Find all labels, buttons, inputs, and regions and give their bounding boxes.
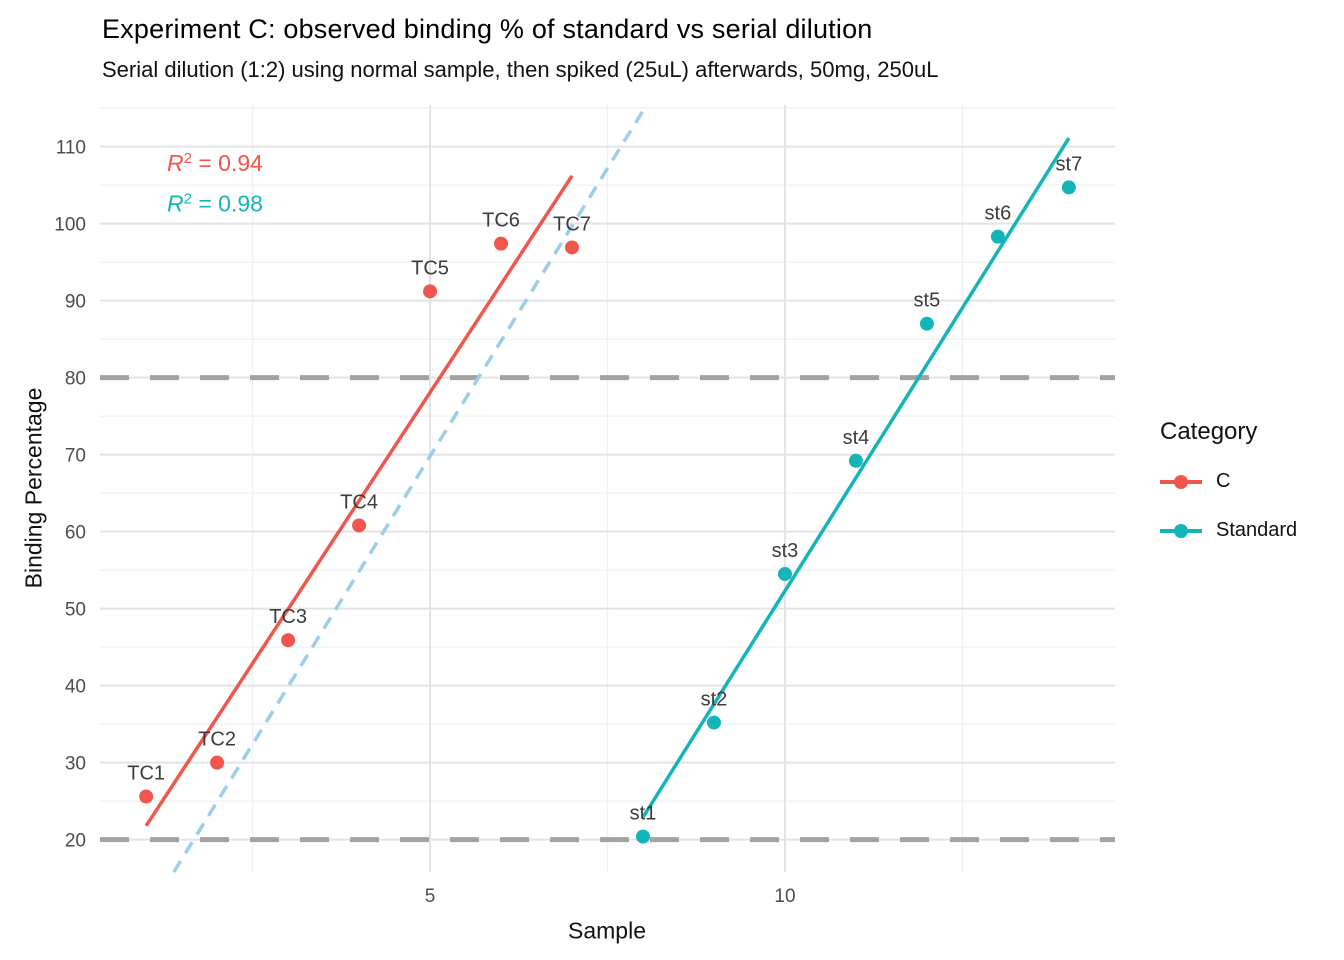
guide-line-dashed [172,104,649,873]
point-label-st7: st7 [1056,153,1083,175]
data-point-TC2 [210,755,225,770]
legend-key-c-icon [1160,474,1202,490]
legend-key-standard-icon [1160,523,1202,539]
point-label-TC2: TC2 [198,729,236,751]
point-label-TC3: TC3 [269,606,307,628]
data-point-TC1 [139,789,154,804]
data-point-st4 [848,453,863,468]
point-label-TC7: TC7 [553,213,591,235]
point-label-TC1: TC1 [127,763,165,785]
data-point-st6 [990,229,1005,244]
r-squared-annotation-1: R2 = 0.94 [167,150,263,176]
y-tick-label: 20 [65,831,86,852]
legend-title: Category [1160,418,1258,445]
point-label-st6: st6 [985,203,1012,225]
data-point-st1 [635,829,650,844]
y-tick-label: 30 [65,754,86,775]
y-tick-label: 80 [65,369,86,390]
point-label-TC4: TC4 [340,491,378,513]
y-tick-label: 110 [56,138,86,159]
legend-item-standard: Standard [1160,519,1297,542]
legend-item-label: C [1216,470,1231,492]
legend-item-label: Standard [1216,519,1298,541]
x-tick-label: 10 [774,886,795,907]
y-tick-label: 100 [54,215,86,236]
y-tick-label: 70 [65,446,86,467]
point-label-TC5: TC5 [411,257,449,279]
chart-subtitle: Serial dilution (1:2) using normal sampl… [102,57,939,82]
y-tick-label: 40 [65,677,86,698]
chart-title: Experiment C: observed binding % of stan… [102,14,873,44]
r-squared-annotation-2: R2 = 0.98 [167,190,263,216]
y-tick-label: 50 [65,600,86,621]
data-point-TC4 [352,518,367,533]
data-point-st2 [706,715,721,730]
point-label-st4: st4 [843,427,870,449]
point-label-st1: st1 [630,803,657,825]
legend-item-c: C [1160,470,1297,493]
point-label-st5: st5 [914,290,941,312]
x-tick-label: 5 [425,886,436,907]
data-point-TC6 [494,236,509,251]
data-point-TC3 [281,633,296,648]
x-axis-label: Sample [568,917,646,944]
data-point-TC7 [565,240,580,255]
point-label-TC6: TC6 [482,210,520,232]
trendline-standard [641,137,1071,819]
point-label-st2: st2 [701,689,728,711]
data-point-st5 [919,316,934,331]
point-label-st3: st3 [772,540,799,562]
y-tick-label: 60 [65,523,86,544]
data-point-st7 [1061,180,1076,195]
trendline-c [144,174,574,827]
data-point-TC5 [423,284,438,299]
y-tick-label: 90 [65,292,86,313]
data-point-st3 [777,566,792,581]
legend: Category C Standard [1160,418,1297,568]
